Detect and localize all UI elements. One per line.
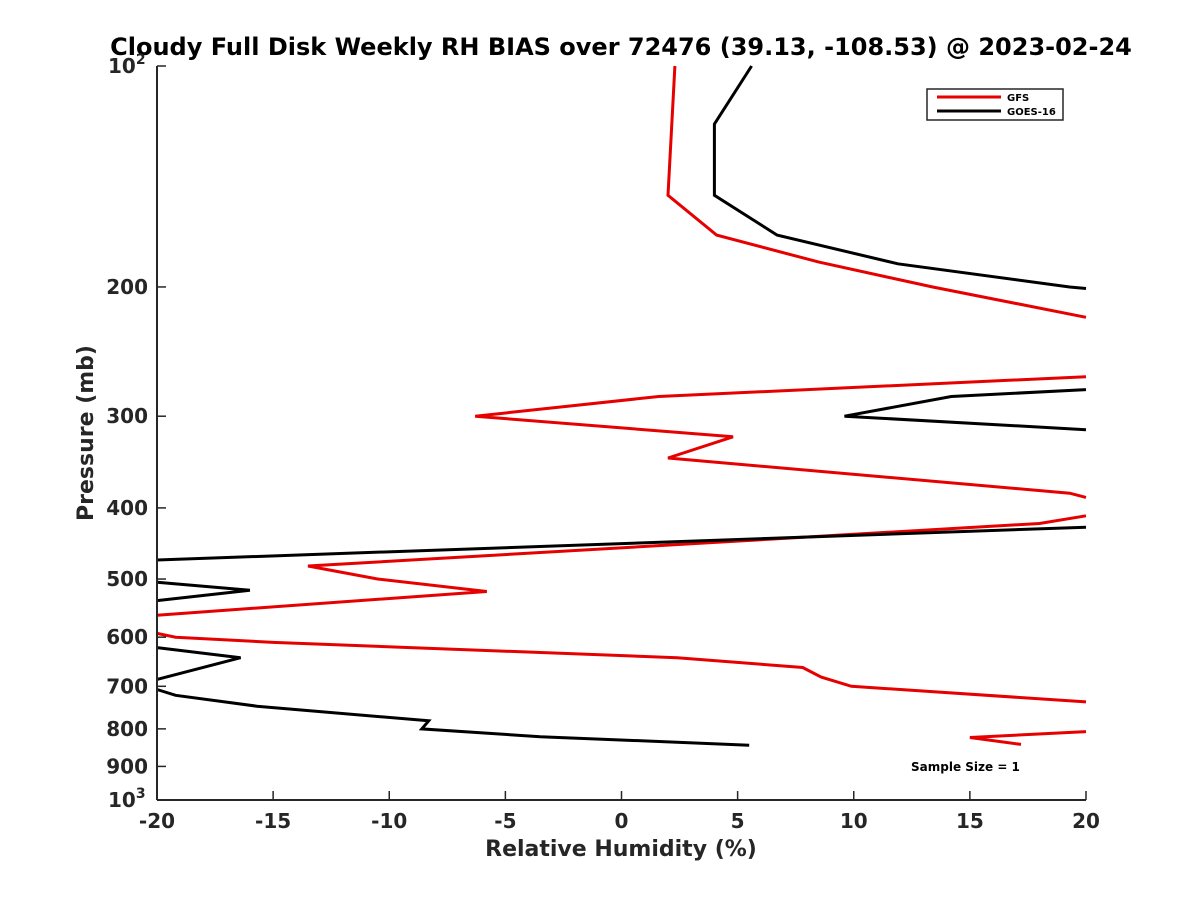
- series-layer: [156, 65, 1087, 747]
- x-tick-label: 15: [956, 809, 984, 833]
- x-tick-label: 0: [615, 809, 629, 833]
- y-tick-label: 600: [106, 625, 148, 649]
- x-tick-label: 10: [840, 809, 868, 833]
- series-line-gfs-segment-2: [475, 375, 1087, 499]
- series-line-goes-16-segment-6: [156, 688, 750, 747]
- series-line-goes-16-segment-2: [844, 388, 1087, 432]
- series-line-gfs-segment-3: [156, 514, 1087, 617]
- legend: GFS GOES-16: [926, 88, 1064, 121]
- y-tick-label-base: 10: [108, 54, 136, 78]
- y-tick-label: 103: [108, 786, 146, 812]
- x-tick-label: -15: [255, 809, 291, 833]
- series-line-goes-16-segment-3: [156, 525, 1087, 562]
- series-line-gfs-segment-5: [969, 730, 1087, 746]
- y-tick-label-base: 10: [108, 788, 136, 812]
- legend-label-gfs: GFS: [1007, 93, 1029, 104]
- series-line-goes-16-segment-5: [156, 646, 241, 681]
- legend-label-goes16: GOES-16: [1007, 107, 1056, 118]
- y-tick-label-exponent: 3: [136, 786, 146, 802]
- y-tick-label: 800: [106, 717, 148, 741]
- y-tick-label: 500: [106, 567, 148, 591]
- x-tick-label: -10: [371, 809, 407, 833]
- sample-size-annotation: Sample Size = 1: [911, 760, 1020, 774]
- plot-area-frame: [157, 66, 1086, 800]
- series-line-goes-16-segment-1: [712, 65, 1087, 290]
- y-tick-label: 200: [106, 275, 148, 299]
- series-line-goes-16-segment-4: [156, 580, 251, 603]
- y-tick-label: 102: [108, 52, 146, 78]
- x-tick-label: -5: [494, 809, 516, 833]
- y-tick-label: 400: [106, 496, 148, 520]
- y-tick-label: 700: [106, 674, 148, 698]
- legend-box: [926, 88, 1064, 121]
- y-tick-label-exponent: 2: [136, 52, 146, 68]
- y-tick-label: 300: [106, 404, 148, 428]
- chart-title: Cloudy Full Disk Weekly RH BIAS over 724…: [110, 33, 1132, 61]
- y-axis-label: Pressure (mb): [74, 345, 99, 521]
- x-ticks: -20 -15 -10 -5 0 5 10 15 20: [139, 791, 1100, 833]
- x-tick-label: 20: [1072, 809, 1100, 833]
- x-tick-label: 5: [731, 809, 745, 833]
- x-tick-label: -20: [139, 809, 175, 833]
- y-tick-label: 900: [106, 754, 148, 778]
- series-line-gfs-segment-4: [156, 631, 1087, 704]
- x-axis-label: Relative Humidity (%): [485, 837, 757, 862]
- series-line-gfs-segment-1: [666, 65, 1087, 319]
